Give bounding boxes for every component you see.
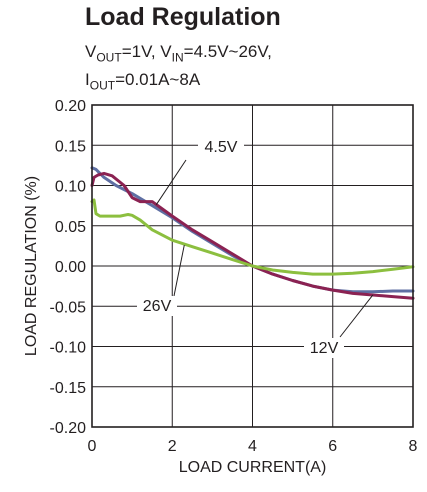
plot-frame [91, 104, 414, 428]
y-axis-label: LOAD REGULATION (%) [23, 176, 40, 356]
annotations: 4.5V 26V 12V [137, 137, 374, 358]
y-tick-labels: 0.20 0.15 0.10 0.05 0.00 -0.05 -0.10 -0.15 -0.20 [50, 98, 87, 437]
annotation-4.5v: 4.5V [155, 137, 244, 206]
x-tick-label: 6 [328, 438, 337, 455]
y-tick-label: -0.10 [50, 340, 87, 357]
y-tick-label: 0.05 [55, 219, 86, 236]
annotation-leader [173, 244, 185, 297]
annotation-label: 26V [143, 298, 172, 315]
y-tick-label: 0.00 [55, 259, 86, 276]
series-line-12v [90, 171, 415, 300]
annotation-12v: 12V [304, 294, 374, 358]
x-tick-label: 4 [248, 438, 257, 455]
annotation-bg [137, 296, 177, 316]
x-tick-label: 8 [409, 438, 418, 455]
annotation-bg [198, 137, 244, 157]
x-axis-label: LOAD CURRENT(A) [179, 459, 327, 476]
annotation-label: 12V [310, 340, 339, 357]
y-tick-label: -0.15 [50, 380, 87, 397]
series-line-26v [90, 198, 415, 276]
chart-subtitle-line-1: VOUT=1V, VIN=4.5V~26V, [85, 42, 272, 65]
annotation-bg [304, 338, 344, 358]
x-tick-labels: 0 2 4 6 8 [88, 438, 418, 455]
y-tick-label: 0.20 [55, 98, 86, 115]
y-tick-label: 0.15 [55, 138, 86, 155]
x-tick-label: 2 [168, 438, 177, 455]
series-lines [90, 166, 415, 300]
annotation-label: 4.5V [205, 139, 238, 156]
chart-title: Load Regulation [85, 3, 281, 31]
annotation-leader [155, 159, 187, 206]
annotation-leader [339, 294, 374, 338]
y-tick-label: -0.20 [50, 420, 87, 437]
x-tick-label: 0 [88, 438, 97, 455]
y-tick-label: -0.05 [50, 299, 87, 316]
annotation-26v: 26V [137, 244, 185, 316]
y-tick-label: 0.10 [55, 179, 86, 196]
chart-subtitle-line-2: IOUT=0.01A~8A [85, 70, 201, 93]
